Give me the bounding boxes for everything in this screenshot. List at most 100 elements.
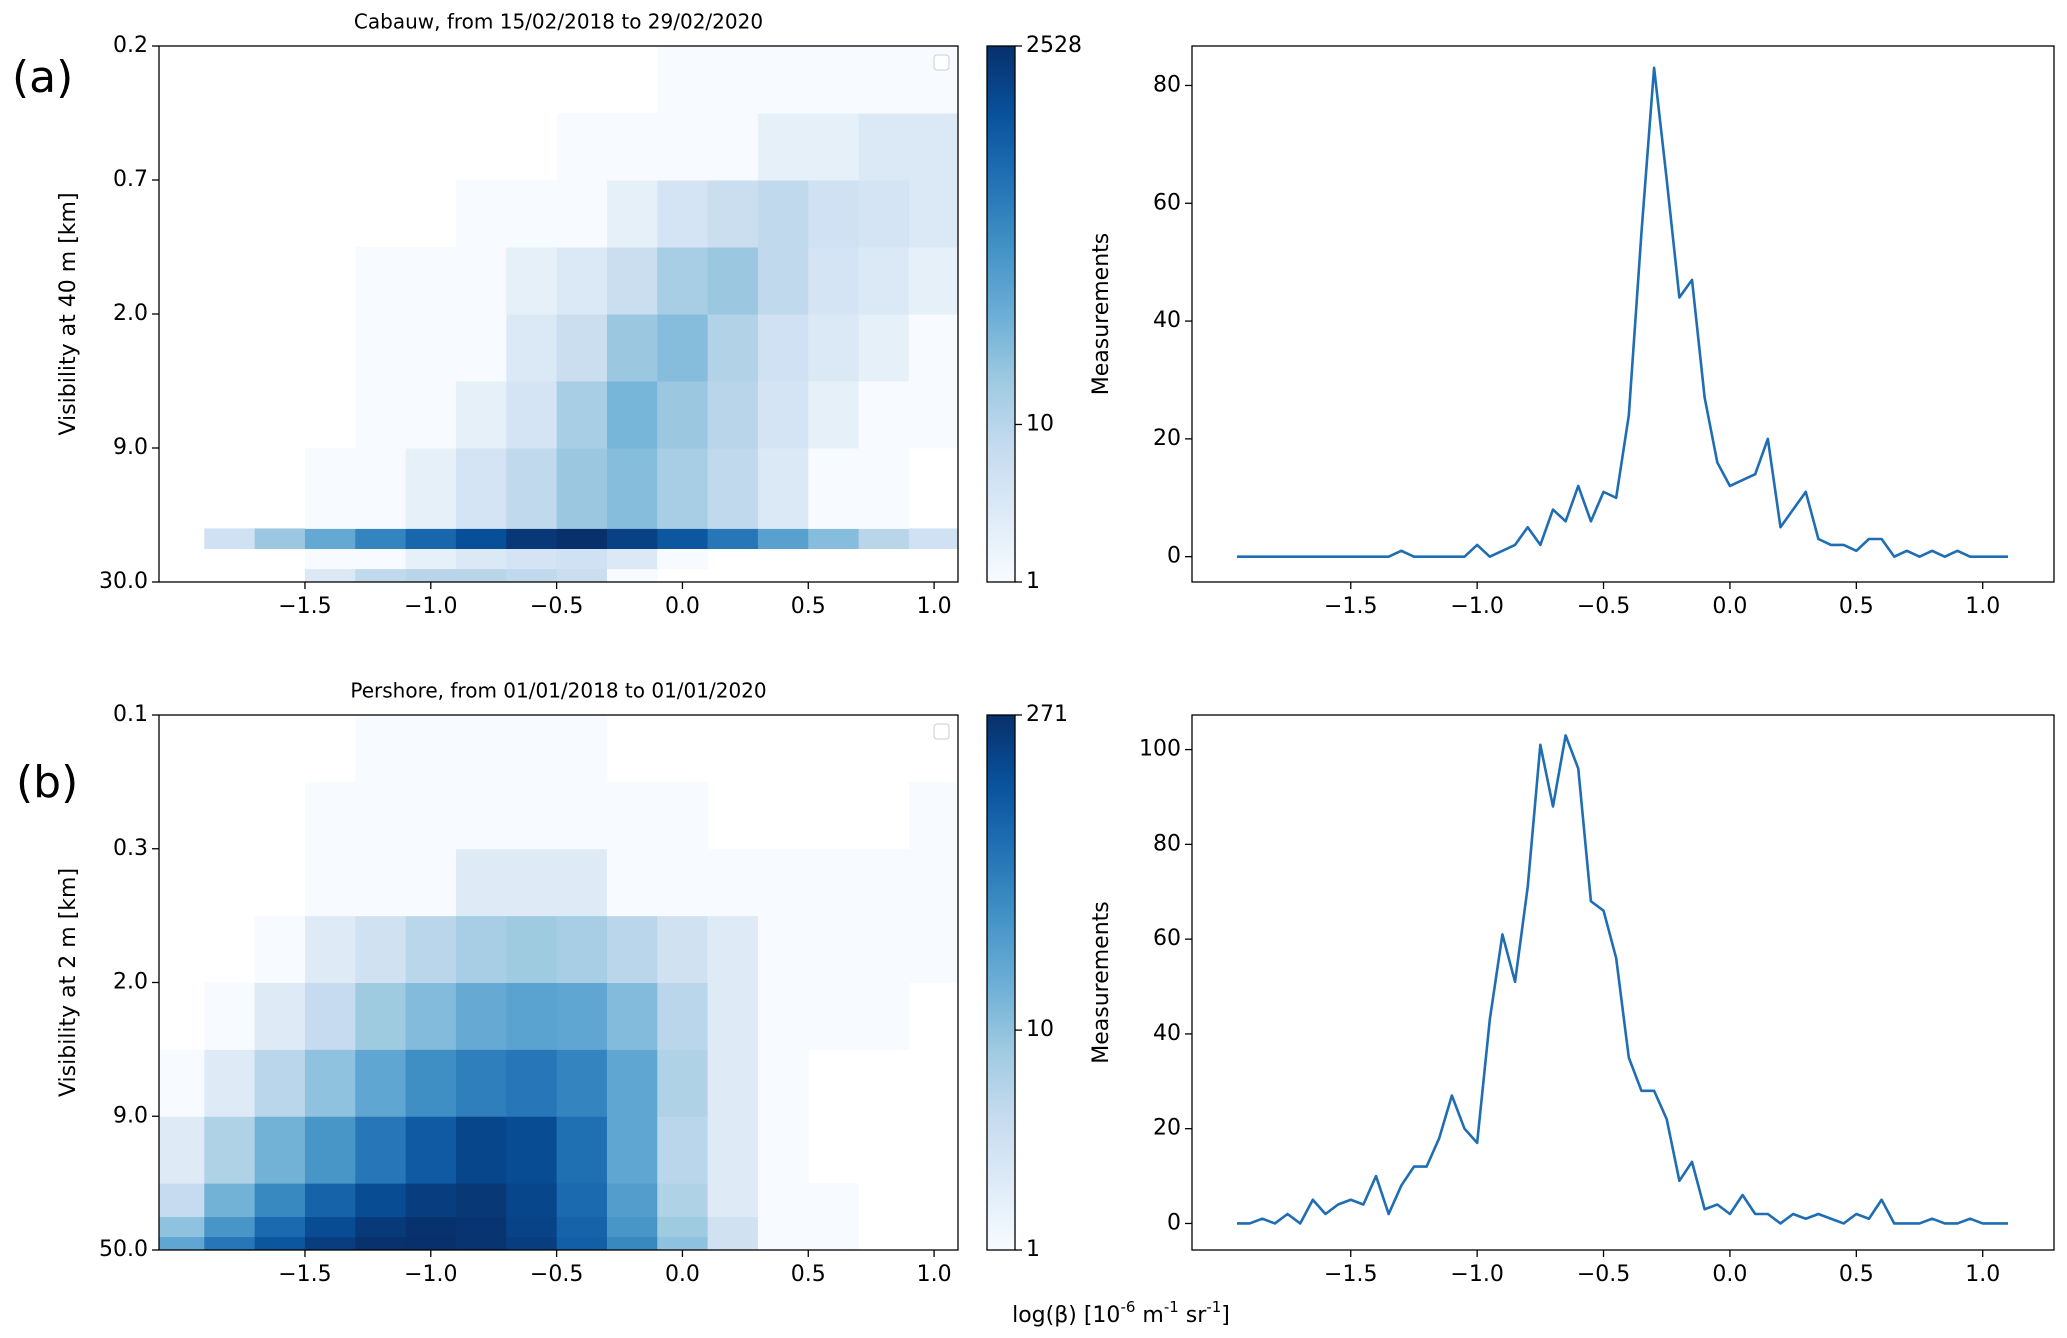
heatmap-cell <box>304 448 356 529</box>
heatmap-cell <box>405 1216 457 1238</box>
legend-box <box>933 54 950 71</box>
heatmap-cell <box>556 381 608 449</box>
heatmap-cell <box>254 915 306 983</box>
y-axis-label: Measurements <box>1089 233 1114 396</box>
heatmap-cell <box>455 915 507 983</box>
heatmap-cell <box>606 1236 658 1250</box>
y-tick-label: 9.0 <box>113 1103 148 1128</box>
heatmap-cell <box>757 381 809 449</box>
heatmap-cell <box>606 113 658 181</box>
heatmap-cell <box>355 548 407 570</box>
line-series <box>1237 734 2008 1225</box>
heatmap-cell <box>506 781 558 850</box>
heatmap-cell <box>657 381 709 449</box>
heatmap-cell <box>657 1183 709 1218</box>
chart-title: Pershore, from 01/01/2018 to 01/01/2020 <box>350 679 766 703</box>
y-tick-label: 60 <box>1153 926 1181 951</box>
heatmap-cell <box>254 1236 306 1250</box>
heatmap-cell <box>757 528 809 549</box>
heatmap-cell <box>556 1236 608 1250</box>
heatmap-cell <box>757 982 809 1050</box>
heatmap-cell <box>455 448 507 529</box>
heatmap-cell <box>858 381 910 449</box>
heatmap-cell <box>908 314 958 382</box>
x-axis-label-part: m <box>1135 1303 1163 1328</box>
heatmap-cell <box>908 528 958 549</box>
colorbar <box>986 45 1016 583</box>
heatmap-cell <box>556 848 608 917</box>
y-tick-label: 0.1 <box>113 702 148 727</box>
heatmap-cell <box>757 448 809 529</box>
heatmap-cell <box>606 247 658 315</box>
heatmap-cell <box>304 1116 356 1184</box>
heatmap-cell <box>707 1049 759 1117</box>
y-tick-label: 0 <box>1167 544 1181 569</box>
heatmap-cell <box>355 1216 407 1238</box>
heatmap-cell <box>707 113 759 181</box>
x-tick-label: 0.0 <box>665 1262 700 1287</box>
x-tick-label: −0.5 <box>530 1262 583 1287</box>
heatmap-cell <box>858 180 910 248</box>
heatmap-cell <box>606 314 658 382</box>
heatmap-cell <box>506 180 558 248</box>
x-tick-label: −1.0 <box>404 594 457 619</box>
y-tick-label: 80 <box>1153 831 1181 856</box>
heatmap-cell <box>355 982 407 1050</box>
heatmap-cell <box>455 1236 507 1250</box>
heatmap-cell <box>657 1116 709 1184</box>
heatmap-cell <box>506 528 558 549</box>
heatmap-cell <box>204 1183 256 1218</box>
heatmap-cell <box>355 1049 407 1117</box>
heatmap-cell <box>908 46 958 114</box>
heatmap-cell <box>858 982 910 1050</box>
heatmap-cell <box>657 982 709 1050</box>
heatmap-cell <box>908 113 958 181</box>
x-axis-label-part: -1 <box>1206 1298 1221 1316</box>
heatmap-cell <box>808 381 860 449</box>
heatmap-cell <box>657 113 709 181</box>
heatmap-cell <box>908 848 958 917</box>
colorbar-tick-label: 1 <box>1026 1237 1040 1262</box>
heatmap-cell <box>858 247 910 315</box>
heatmap-cell <box>405 915 457 983</box>
y-tick-label: 20 <box>1153 1116 1181 1141</box>
heatmap-cell <box>757 46 809 114</box>
heatmap-cell <box>556 1183 608 1218</box>
heatmap-cell <box>506 982 558 1050</box>
heatmap-cell <box>455 1049 507 1117</box>
heatmap-cell <box>707 982 759 1050</box>
heatmap-cell <box>657 915 709 983</box>
heatmap-cell <box>556 568 608 582</box>
heatmap-cell <box>858 448 910 529</box>
heatmap-cell <box>405 715 457 783</box>
heatmap-cell <box>707 448 759 529</box>
heatmap-cell <box>405 1116 457 1184</box>
heatmap-cell <box>858 848 910 917</box>
heatmap-cell <box>405 548 457 570</box>
heatmap-cell <box>355 1116 407 1184</box>
y-tick-label: 80 <box>1153 72 1181 97</box>
heatmap-cell <box>657 1049 709 1117</box>
heatmap-cell <box>204 1049 256 1117</box>
heatmap-cell <box>808 46 860 114</box>
x-tick-label: −1.0 <box>1450 594 1503 619</box>
heatmap-cell <box>405 381 457 449</box>
heatmap-cell <box>556 314 608 382</box>
colorbar-tick-label: 2528 <box>1026 33 1082 58</box>
y-tick-label: 60 <box>1153 190 1181 215</box>
colorbar-tick-label: 1 <box>1026 569 1040 594</box>
x-tick-label: −0.5 <box>1577 1262 1630 1287</box>
heatmap-cell <box>204 1236 256 1250</box>
heatmap-cell <box>606 381 658 449</box>
heatmap-cell <box>159 1183 205 1218</box>
heatmap-cell <box>506 1216 558 1238</box>
heatmap-cell <box>757 1236 809 1250</box>
heatmap-cell <box>355 848 407 917</box>
heatmap-cell <box>455 568 507 582</box>
heatmap-cell <box>657 781 709 850</box>
y-tick-label: 2.0 <box>113 970 148 995</box>
heatmap-cell <box>304 781 356 850</box>
y-tick-label: 9.0 <box>113 435 148 460</box>
heatmap-cell <box>455 1183 507 1218</box>
heatmap-cell <box>858 915 910 983</box>
